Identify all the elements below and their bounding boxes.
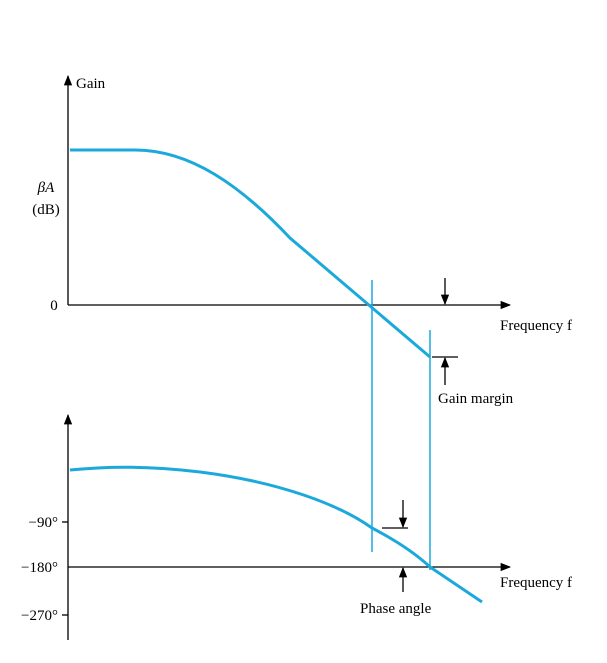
gain-y-unit: (dB)	[32, 202, 60, 218]
gain-margin-label: Gain margin	[438, 391, 514, 407]
phase-x-label: Frequency f	[500, 575, 572, 591]
zero-label: 0	[50, 298, 58, 314]
gain-y-label: βA	[37, 180, 55, 196]
gain-axis-title: Gain	[76, 76, 106, 92]
phase-tick-label: −90°	[29, 515, 58, 531]
phase-tick-label: −180°	[21, 560, 58, 576]
phase-angle-label: Phase angle	[360, 601, 432, 617]
phase-curve	[69, 465, 483, 604]
phase-tick-label: −270°	[21, 608, 58, 624]
gain-x-label: Frequency f	[500, 318, 572, 334]
gain-curve	[70, 148, 431, 359]
